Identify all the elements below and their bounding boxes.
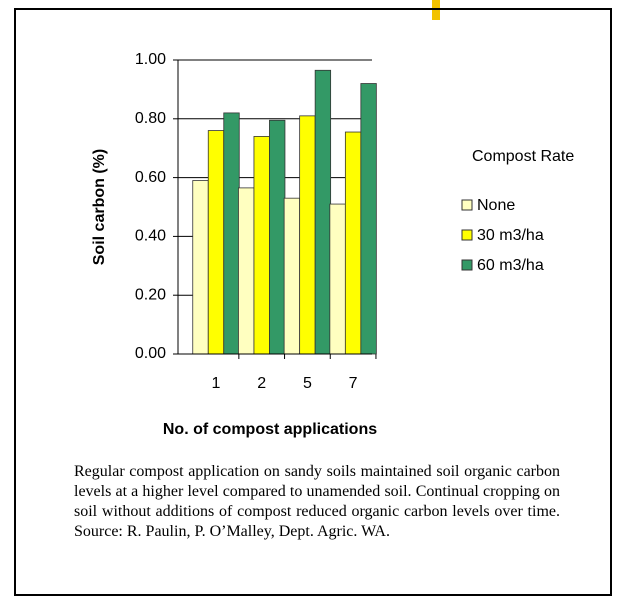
x-tick-label: 7 — [349, 375, 358, 392]
bar — [238, 187, 255, 355]
legend-title: Compost Rate — [472, 148, 574, 165]
y-axis-label: Soil carbon (%) — [91, 149, 108, 265]
bar — [207, 130, 225, 355]
y-tick-label: 0.40 — [135, 228, 166, 245]
y-tick-label: 0.60 — [135, 169, 166, 186]
bar — [314, 69, 332, 355]
x-axis-label: No. of compost applications — [163, 421, 377, 438]
bar — [299, 115, 316, 355]
legend-swatch — [461, 259, 473, 271]
bar — [269, 119, 286, 355]
bar — [344, 131, 362, 355]
bar — [192, 180, 209, 355]
bar — [253, 136, 270, 355]
x-tick-label: 1 — [212, 375, 221, 392]
bar — [329, 203, 346, 355]
frame — [14, 8, 612, 596]
legend-label: 30 m3/ha — [477, 227, 544, 244]
y-tick-label: 1.00 — [135, 51, 166, 68]
legend-label: None — [477, 197, 515, 214]
y-tick-label: 0.20 — [135, 286, 166, 303]
bar — [360, 83, 377, 355]
x-tick-label: 5 — [303, 375, 312, 392]
x-tick-label: 2 — [257, 375, 266, 392]
bar — [283, 197, 301, 355]
y-tick-label: 0.80 — [135, 110, 166, 127]
legend-swatch — [461, 229, 473, 241]
legend-swatch — [461, 199, 473, 211]
bar — [223, 112, 240, 355]
caption: Regular compost application on sandy soi… — [74, 463, 560, 540]
legend-label: 60 m3/ha — [477, 257, 544, 274]
y-tick-label: 0.00 — [135, 345, 166, 362]
